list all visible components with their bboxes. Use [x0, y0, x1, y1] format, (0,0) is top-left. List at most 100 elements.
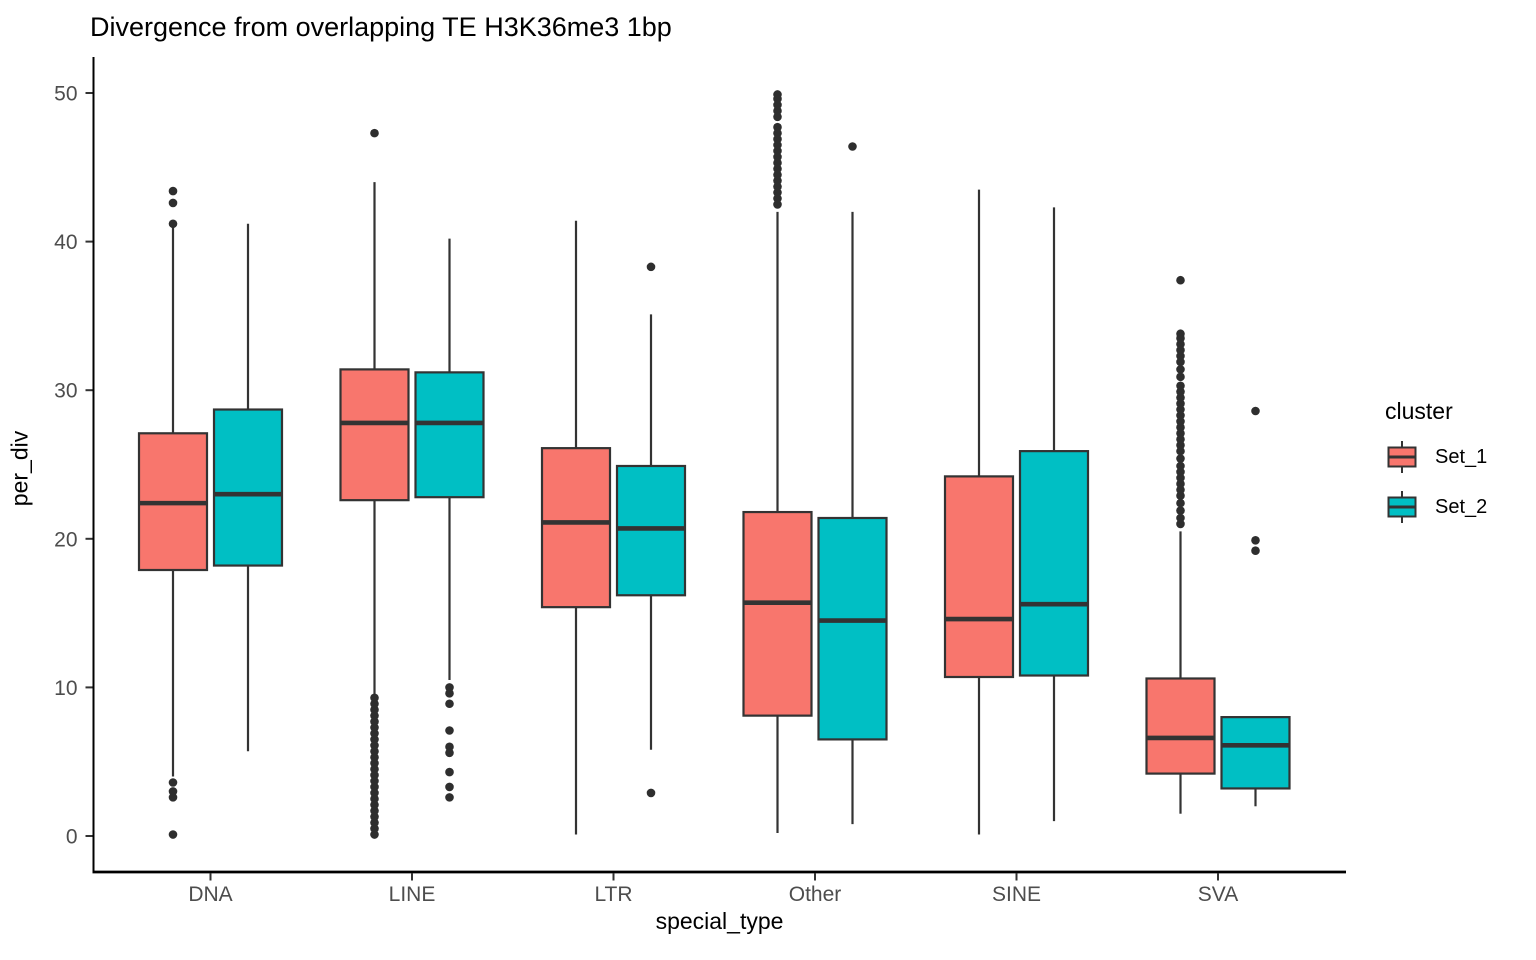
- outlier-point: [1176, 513, 1185, 523]
- iqr-box: [943, 475, 1015, 679]
- outlier-point: [370, 776, 379, 786]
- outlier-point: [1176, 467, 1185, 477]
- outlier-point: [370, 717, 379, 726]
- outlier-point: [848, 142, 857, 151]
- outlier-point: [370, 746, 379, 756]
- outlier-point: [1176, 411, 1185, 420]
- outlier-point: [1176, 339, 1185, 349]
- outlier-point: [370, 128, 379, 138]
- y-tick-label: 0: [66, 826, 78, 849]
- box-LTR-Set_2: [615, 262, 687, 798]
- outlier-point: [370, 824, 379, 833]
- box-Other-Set_2: [817, 142, 888, 825]
- x-axis-title: special_type: [655, 908, 784, 934]
- outlier-point: [1176, 446, 1185, 456]
- iqr-box: [817, 516, 888, 741]
- outlier-point: [370, 693, 379, 703]
- outlier-point: [1176, 519, 1185, 529]
- iqr-box: [1018, 450, 1090, 677]
- outlier-point: [646, 788, 656, 798]
- x-tick-label: Other: [789, 883, 842, 906]
- box-LTR-Set_1: [540, 220, 612, 835]
- box-Other-Set_1: [742, 90, 813, 834]
- outlier-point: [370, 758, 379, 768]
- iqr-box: [1145, 677, 1216, 775]
- outlier-point: [1176, 351, 1185, 361]
- outlier-point: [773, 128, 782, 138]
- outlier-point: [445, 767, 454, 777]
- outlier-point: [370, 788, 379, 798]
- outlier-point: [773, 152, 782, 162]
- outlier-point: [370, 764, 379, 774]
- outlier-point: [370, 818, 379, 827]
- y-tick-label: 50: [54, 83, 77, 106]
- outlier-point: [370, 729, 379, 738]
- outlier-point: [773, 122, 782, 132]
- outlier-point: [445, 748, 454, 758]
- outlier-point: [773, 146, 782, 156]
- outlier-point: [773, 194, 782, 203]
- legend-title: cluster: [1385, 398, 1453, 424]
- outlier-point: [1176, 434, 1185, 444]
- outlier-point: [1176, 372, 1185, 382]
- boxplot-key-icon: [1387, 441, 1417, 473]
- box-SINE-Set_2: [1018, 207, 1090, 822]
- outlier-point: [168, 778, 178, 787]
- outlier-point: [1176, 357, 1185, 367]
- outlier-point: [773, 112, 782, 122]
- box-DNA-Set_1: [137, 186, 209, 839]
- iqr-box: [414, 371, 485, 499]
- outlier-point: [1176, 423, 1185, 432]
- outlier-point: [370, 806, 379, 816]
- y-axis-title: per_div: [6, 430, 33, 507]
- outlier-point: [773, 140, 782, 150]
- iqr-box: [742, 510, 813, 717]
- outlier-point: [1176, 387, 1185, 396]
- legend-entry-set2: Set_2: [1385, 489, 1487, 525]
- outlier-point: [445, 782, 454, 792]
- legend-label-set2: Set_2: [1435, 495, 1488, 518]
- outlier-point: [370, 699, 379, 709]
- outlier-point: [445, 683, 454, 692]
- outlier-point: [1176, 461, 1185, 471]
- outlier-point: [1176, 485, 1185, 495]
- outlier-point: [1251, 406, 1260, 416]
- outlier-point: [773, 158, 782, 168]
- y-tick-label: 40: [54, 231, 77, 254]
- outlier-point: [1176, 381, 1185, 391]
- outlier-point: [370, 741, 379, 750]
- iqr-box: [212, 408, 284, 567]
- outlier-point: [1176, 345, 1185, 355]
- outlier-point: [773, 170, 782, 180]
- outlier-point: [1176, 473, 1185, 483]
- outlier-point: [445, 689, 454, 698]
- iqr-box: [339, 368, 410, 502]
- outlier-point: [1251, 546, 1260, 555]
- outlier-point: [1176, 506, 1185, 515]
- chart-title: Divergence from overlapping TE H3K36me3 …: [90, 12, 672, 42]
- outlier-point: [168, 219, 178, 229]
- outlier-point: [370, 705, 379, 714]
- outlier-point: [445, 699, 454, 709]
- outlier-point: [773, 94, 782, 104]
- outlier-point: [168, 186, 178, 196]
- outlier-point: [773, 134, 782, 144]
- outlier-point: [1176, 491, 1185, 501]
- box-SINE-Set_1: [943, 189, 1015, 835]
- outlier-point: [1176, 393, 1185, 402]
- iqr-box: [1220, 716, 1291, 790]
- boxplot-key-icon: [1387, 491, 1417, 523]
- legend: cluster Set_1 Set_2: [1385, 398, 1487, 539]
- outlier-point: [1176, 405, 1185, 414]
- box-LINE-Set_2: [414, 238, 485, 802]
- outlier-point: [1176, 454, 1185, 463]
- box-SVA-Set_1: [1145, 275, 1216, 814]
- y-tick-label: 30: [54, 380, 77, 403]
- box-DNA-Set_2: [212, 223, 284, 752]
- box-LINE-Set_1: [339, 128, 410, 839]
- x-tick-label: SVA: [1198, 883, 1238, 906]
- outlier-point: [1176, 428, 1185, 438]
- outlier-point: [370, 830, 379, 839]
